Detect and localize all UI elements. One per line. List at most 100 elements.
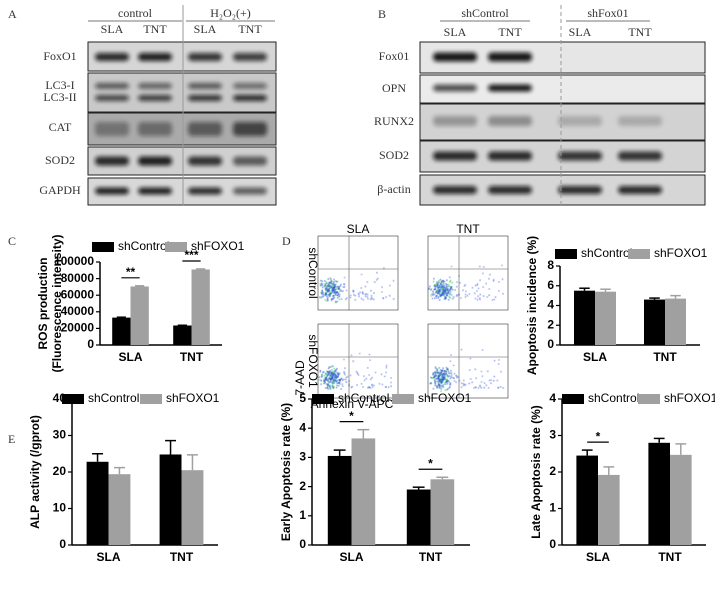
x-tick-label: SLA [340, 550, 364, 564]
bar [191, 269, 210, 345]
row-label: β-actin [377, 182, 410, 196]
row-label: RUNX2 [374, 114, 414, 128]
error-bar [581, 449, 593, 456]
event-dot [339, 285, 341, 287]
event-dot [466, 295, 469, 297]
error-bar [436, 476, 449, 480]
event-dot [477, 295, 479, 297]
event-dot [449, 281, 451, 283]
event-dot [318, 376, 321, 378]
bar [86, 461, 109, 545]
bar [430, 479, 455, 545]
event-dot [322, 292, 325, 294]
event-dot [321, 283, 324, 286]
event-dot [438, 295, 440, 298]
band [188, 187, 222, 195]
event-dot [337, 374, 339, 376]
y-tick-label: 4 [549, 391, 556, 405]
event-dot [325, 291, 328, 293]
event-dot [434, 366, 437, 368]
band [188, 53, 222, 61]
panel-label: C [8, 234, 16, 248]
event-dot [488, 278, 490, 280]
event-dot [441, 370, 443, 372]
event-dot [442, 373, 444, 376]
event-dot [381, 383, 384, 386]
bar [181, 470, 204, 545]
y-tick-label: 4 [299, 420, 306, 434]
event-dot [450, 376, 452, 378]
legend-swatch [392, 394, 414, 404]
event-dot [434, 373, 437, 376]
event-dot [364, 295, 367, 298]
event-dot [337, 293, 340, 295]
event-dot [439, 299, 441, 301]
event-dot [333, 367, 336, 370]
event-dot [492, 280, 495, 282]
event-dot [446, 381, 448, 383]
event-dot [338, 298, 341, 301]
event-dot [485, 282, 487, 285]
event-dot [449, 293, 451, 296]
legend-label: shFOXO1 [191, 239, 245, 253]
event-dot [438, 291, 440, 293]
event-dot [448, 372, 450, 374]
legend-label: shFOXO1 [654, 246, 708, 260]
event-dot [462, 289, 464, 291]
event-dot [435, 295, 438, 297]
band [233, 156, 267, 166]
band [488, 84, 532, 92]
band [95, 122, 129, 136]
y-tick-label: 0 [547, 337, 554, 351]
panel-label: D [282, 234, 291, 248]
error-bar [92, 453, 104, 462]
y-tick-label: 0 [549, 537, 556, 551]
event-dot [328, 285, 331, 288]
event-dot [449, 289, 452, 291]
event-dot [479, 265, 481, 268]
event-dot [336, 382, 338, 384]
event-dot [330, 281, 332, 283]
event-dot [442, 374, 444, 377]
event-dot [432, 290, 434, 293]
y-axis-label: ALP activity (/gprot) [28, 415, 42, 529]
event-dot [444, 291, 447, 294]
event-dot [370, 378, 372, 380]
event-dot [366, 281, 368, 283]
event-dot [446, 284, 448, 286]
significance-label: * [596, 429, 601, 443]
event-dot [440, 380, 442, 383]
event-dot [324, 372, 327, 375]
error-bar [357, 428, 370, 439]
event-dot [438, 289, 441, 292]
event-dot [325, 289, 327, 292]
event-dot [373, 384, 375, 387]
event-dot [434, 287, 437, 290]
event-dot [338, 286, 340, 288]
event-dot [319, 296, 321, 298]
event-dot [330, 282, 333, 284]
legend-swatch [638, 394, 660, 404]
band [558, 116, 602, 126]
event-dot [440, 374, 442, 376]
event-dot [351, 385, 353, 388]
event-dot [330, 280, 333, 282]
significance-label: * [428, 456, 433, 470]
band [138, 83, 172, 89]
event-dot [452, 289, 454, 291]
event-dot [331, 375, 333, 377]
error-bar [603, 466, 615, 475]
event-dot [329, 291, 331, 293]
event-dot [366, 296, 368, 298]
band [618, 151, 662, 161]
event-dot [479, 298, 481, 301]
event-dot [445, 379, 448, 381]
error-bar [653, 437, 665, 443]
event-dot [338, 382, 340, 385]
event-dot [367, 367, 369, 369]
bar [406, 489, 431, 545]
event-dot [441, 292, 443, 294]
event-dot [329, 385, 331, 387]
event-dot [498, 359, 500, 361]
